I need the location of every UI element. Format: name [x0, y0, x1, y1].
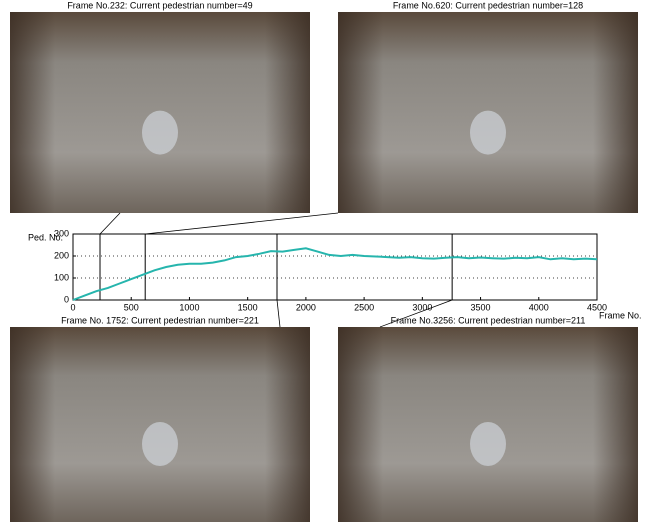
photo-center [142, 111, 178, 155]
connector [145, 213, 338, 234]
connector [277, 300, 280, 327]
panel-title: Frame No.3256: Current pedestrian number… [391, 315, 586, 325]
y-tick-label: 0 [64, 294, 69, 304]
y-tick-label: 200 [54, 250, 69, 260]
x-axis-label: Frame No. [599, 310, 642, 320]
connector [100, 213, 120, 234]
x-tick-label: 0 [70, 302, 75, 312]
x-tick-label: 3500 [471, 302, 491, 312]
photo-center [470, 422, 506, 466]
photo-center [470, 111, 506, 155]
x-tick-label: 1500 [238, 302, 258, 312]
x-tick-label: 4000 [529, 302, 549, 312]
x-tick-label: 2000 [296, 302, 316, 312]
x-tick-label: 500 [124, 302, 139, 312]
photo-center [142, 422, 178, 466]
plot-area [73, 234, 597, 300]
y-axis-label: Ped. No. [28, 232, 63, 242]
panel-title: Frame No.232: Current pedestrian number=… [67, 0, 252, 10]
x-tick-label: 2500 [354, 302, 374, 312]
y-tick-label: 100 [54, 272, 69, 282]
figure: Frame No.232: Current pedestrian number=… [0, 0, 650, 524]
panel-title: Frame No.620: Current pedestrian number=… [393, 0, 583, 10]
x-tick-label: 1000 [179, 302, 199, 312]
panel-title: Frame No. 1752: Current pedestrian numbe… [61, 315, 259, 325]
